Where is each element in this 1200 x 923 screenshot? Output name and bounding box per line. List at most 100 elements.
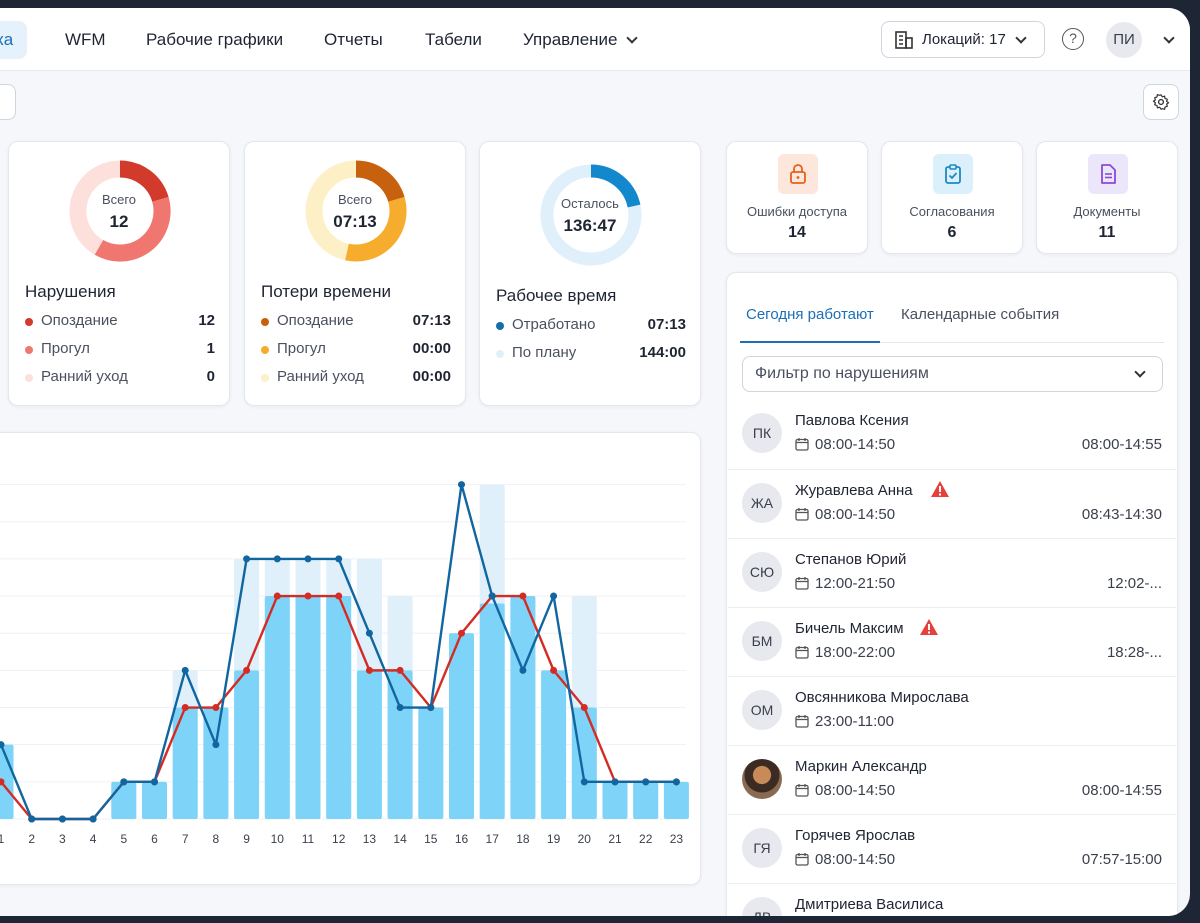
top-navigation: дка WFM Рабочие графики Отчеты Табели Уп…: [0, 8, 1190, 71]
employee-row[interactable]: ЖА Журавлева Анна 08:00-14:50 08:43-14:30: [728, 469, 1176, 538]
clipboard-check-icon: [945, 164, 961, 184]
series-point: [519, 666, 527, 674]
tab-today-working[interactable]: Сегодня работают: [746, 306, 874, 323]
donut-value: 136:47: [563, 216, 617, 235]
employee-row[interactable]: Маркин Александр 08:00-14:50 08:00-14:55: [728, 745, 1176, 814]
legend-dot: [261, 318, 269, 326]
chevron-down-icon: [625, 32, 638, 44]
series-point: [550, 666, 558, 674]
planned-shift-text: 18:00-22:00: [815, 644, 896, 661]
donut-value: 07:13: [333, 212, 377, 231]
series-point: [365, 629, 373, 637]
settings-button[interactable]: [1143, 84, 1179, 120]
access-errors-card[interactable]: Ошибки доступа 14: [726, 141, 868, 254]
fact-bar: [387, 670, 413, 819]
employee-planned-shift: 18:00-22:00: [795, 644, 895, 661]
time-loss-donut: [305, 160, 407, 262]
planned-shift-text: 08:00-14:50: [815, 436, 896, 453]
employee-name: Горячев Ярослав: [795, 827, 916, 844]
nav-item-dashboard[interactable]: дка: [0, 21, 28, 59]
legend-row: Отработано 07:13: [496, 316, 686, 336]
document-icon-box: [1088, 154, 1128, 194]
series-point: [580, 704, 588, 712]
quick-card-label: Согласования: [909, 204, 995, 219]
employee-name: Бичель Максим: [795, 620, 904, 637]
fact-bar: [326, 596, 352, 819]
employee-row[interactable]: ДВ Дмитриева Василиса: [728, 883, 1176, 916]
series-point: [335, 555, 343, 563]
x-tick-label: 1: [0, 832, 5, 846]
legend-value: 07:13: [412, 312, 451, 329]
employee-name: Овсянникова Мирослава: [795, 689, 969, 706]
warning-icon[interactable]: [930, 480, 950, 503]
nav-item-reports[interactable]: Отчеты: [324, 30, 383, 49]
employee-row[interactable]: СЮ Степанов Юрий 12:00-21:50 12:02-...: [728, 538, 1176, 607]
calendar-icon: [795, 714, 809, 732]
legend-value: 1: [206, 340, 215, 357]
fact-bar: [295, 596, 321, 819]
hourly-chart-card: 1 2 3 4 5 6 7 8 9 10 11 12 13 14 15 16 17 18 19 20 21 22 23: [0, 432, 701, 885]
x-tick-label: 2: [28, 832, 35, 846]
tab-calendar-events[interactable]: Календарные события: [901, 306, 1060, 323]
documents-card[interactable]: Документы 11: [1036, 141, 1178, 254]
x-tick-label: 3: [59, 832, 66, 846]
series-point: [642, 778, 650, 786]
fact-bar: [633, 781, 659, 819]
legend-label: Отработано: [512, 316, 596, 333]
x-tick-label: 16: [455, 832, 469, 846]
planned-shift-text: 23:00-11:00: [815, 713, 894, 730]
planned-shift-text: 08:00-14:50: [815, 851, 896, 868]
nav-item-timesheets[interactable]: Табели: [425, 30, 482, 49]
calendar-icon: [795, 576, 809, 594]
employee-planned-shift: 12:00-21:50: [795, 575, 895, 592]
employee-avatar: ГЯ: [742, 828, 782, 868]
approvals-card[interactable]: Согласования 6: [881, 141, 1023, 254]
legend-row: Прогул 1: [25, 340, 215, 360]
back-button[interactable]: [0, 84, 16, 120]
violations-filter-select[interactable]: Фильтр по нарушениям: [742, 356, 1163, 392]
help-icon[interactable]: ?: [1062, 28, 1084, 50]
series-point: [212, 741, 220, 749]
legend-row: Опоздание 12: [25, 312, 215, 332]
employee-planned-shift: 08:00-14:50: [795, 436, 895, 453]
employee-row[interactable]: БМ Бичель Максим 18:00-22:00 18:28-...: [728, 607, 1176, 676]
series-point: [580, 778, 588, 786]
employee-planned-shift: 08:00-14:50: [795, 851, 895, 868]
series-point: [273, 555, 281, 563]
employee-row[interactable]: ОМ Овсянникова Мирослава 23:00-11:00: [728, 676, 1176, 745]
user-avatar[interactable]: ПИ: [1106, 22, 1142, 58]
series-point: [396, 666, 404, 674]
locations-button[interactable]: Локаций: 17: [881, 21, 1045, 58]
chevron-down-icon[interactable]: [1163, 32, 1175, 44]
employee-row[interactable]: ПК Павлова Ксения 08:00-14:50 08:00-14:55: [728, 400, 1176, 469]
nav-item-management[interactable]: Управление: [523, 21, 638, 59]
card-title: Рабочее время: [496, 286, 617, 305]
fact-bar: [510, 596, 536, 819]
series-point: [488, 592, 496, 600]
employee-name: Павлова Ксения: [795, 412, 909, 429]
calendar-icon: [795, 437, 809, 455]
series-point: [58, 815, 66, 823]
donut-caption: Осталось: [561, 196, 619, 211]
series-point: [396, 704, 404, 712]
x-tick-label: 9: [243, 832, 250, 846]
series-point: [273, 592, 281, 600]
fact-bar: [541, 670, 567, 819]
employee-actual-time: 08:00-14:55: [1081, 436, 1162, 453]
series-point: [611, 778, 619, 786]
x-tick-label: 6: [151, 832, 158, 846]
tabs-divider: [740, 342, 1164, 343]
employee-row[interactable]: ГЯ Горячев Ярослав 08:00-14:50 07:57-15:00: [728, 814, 1176, 883]
legend-dot: [25, 374, 33, 382]
fact-bar: [571, 707, 597, 819]
nav-item-wfm[interactable]: WFM: [65, 30, 106, 49]
series-point: [550, 592, 558, 600]
employee-avatar: ПК: [742, 413, 782, 453]
legend-value: 144:00: [639, 344, 686, 361]
warning-icon[interactable]: [919, 618, 939, 641]
planned-shift-text: 08:00-14:50: [815, 506, 896, 523]
x-tick-label: 21: [608, 832, 622, 846]
series-point: [304, 555, 312, 563]
legend-value: 0: [206, 368, 215, 385]
nav-item-schedules[interactable]: Рабочие графики: [146, 30, 284, 49]
